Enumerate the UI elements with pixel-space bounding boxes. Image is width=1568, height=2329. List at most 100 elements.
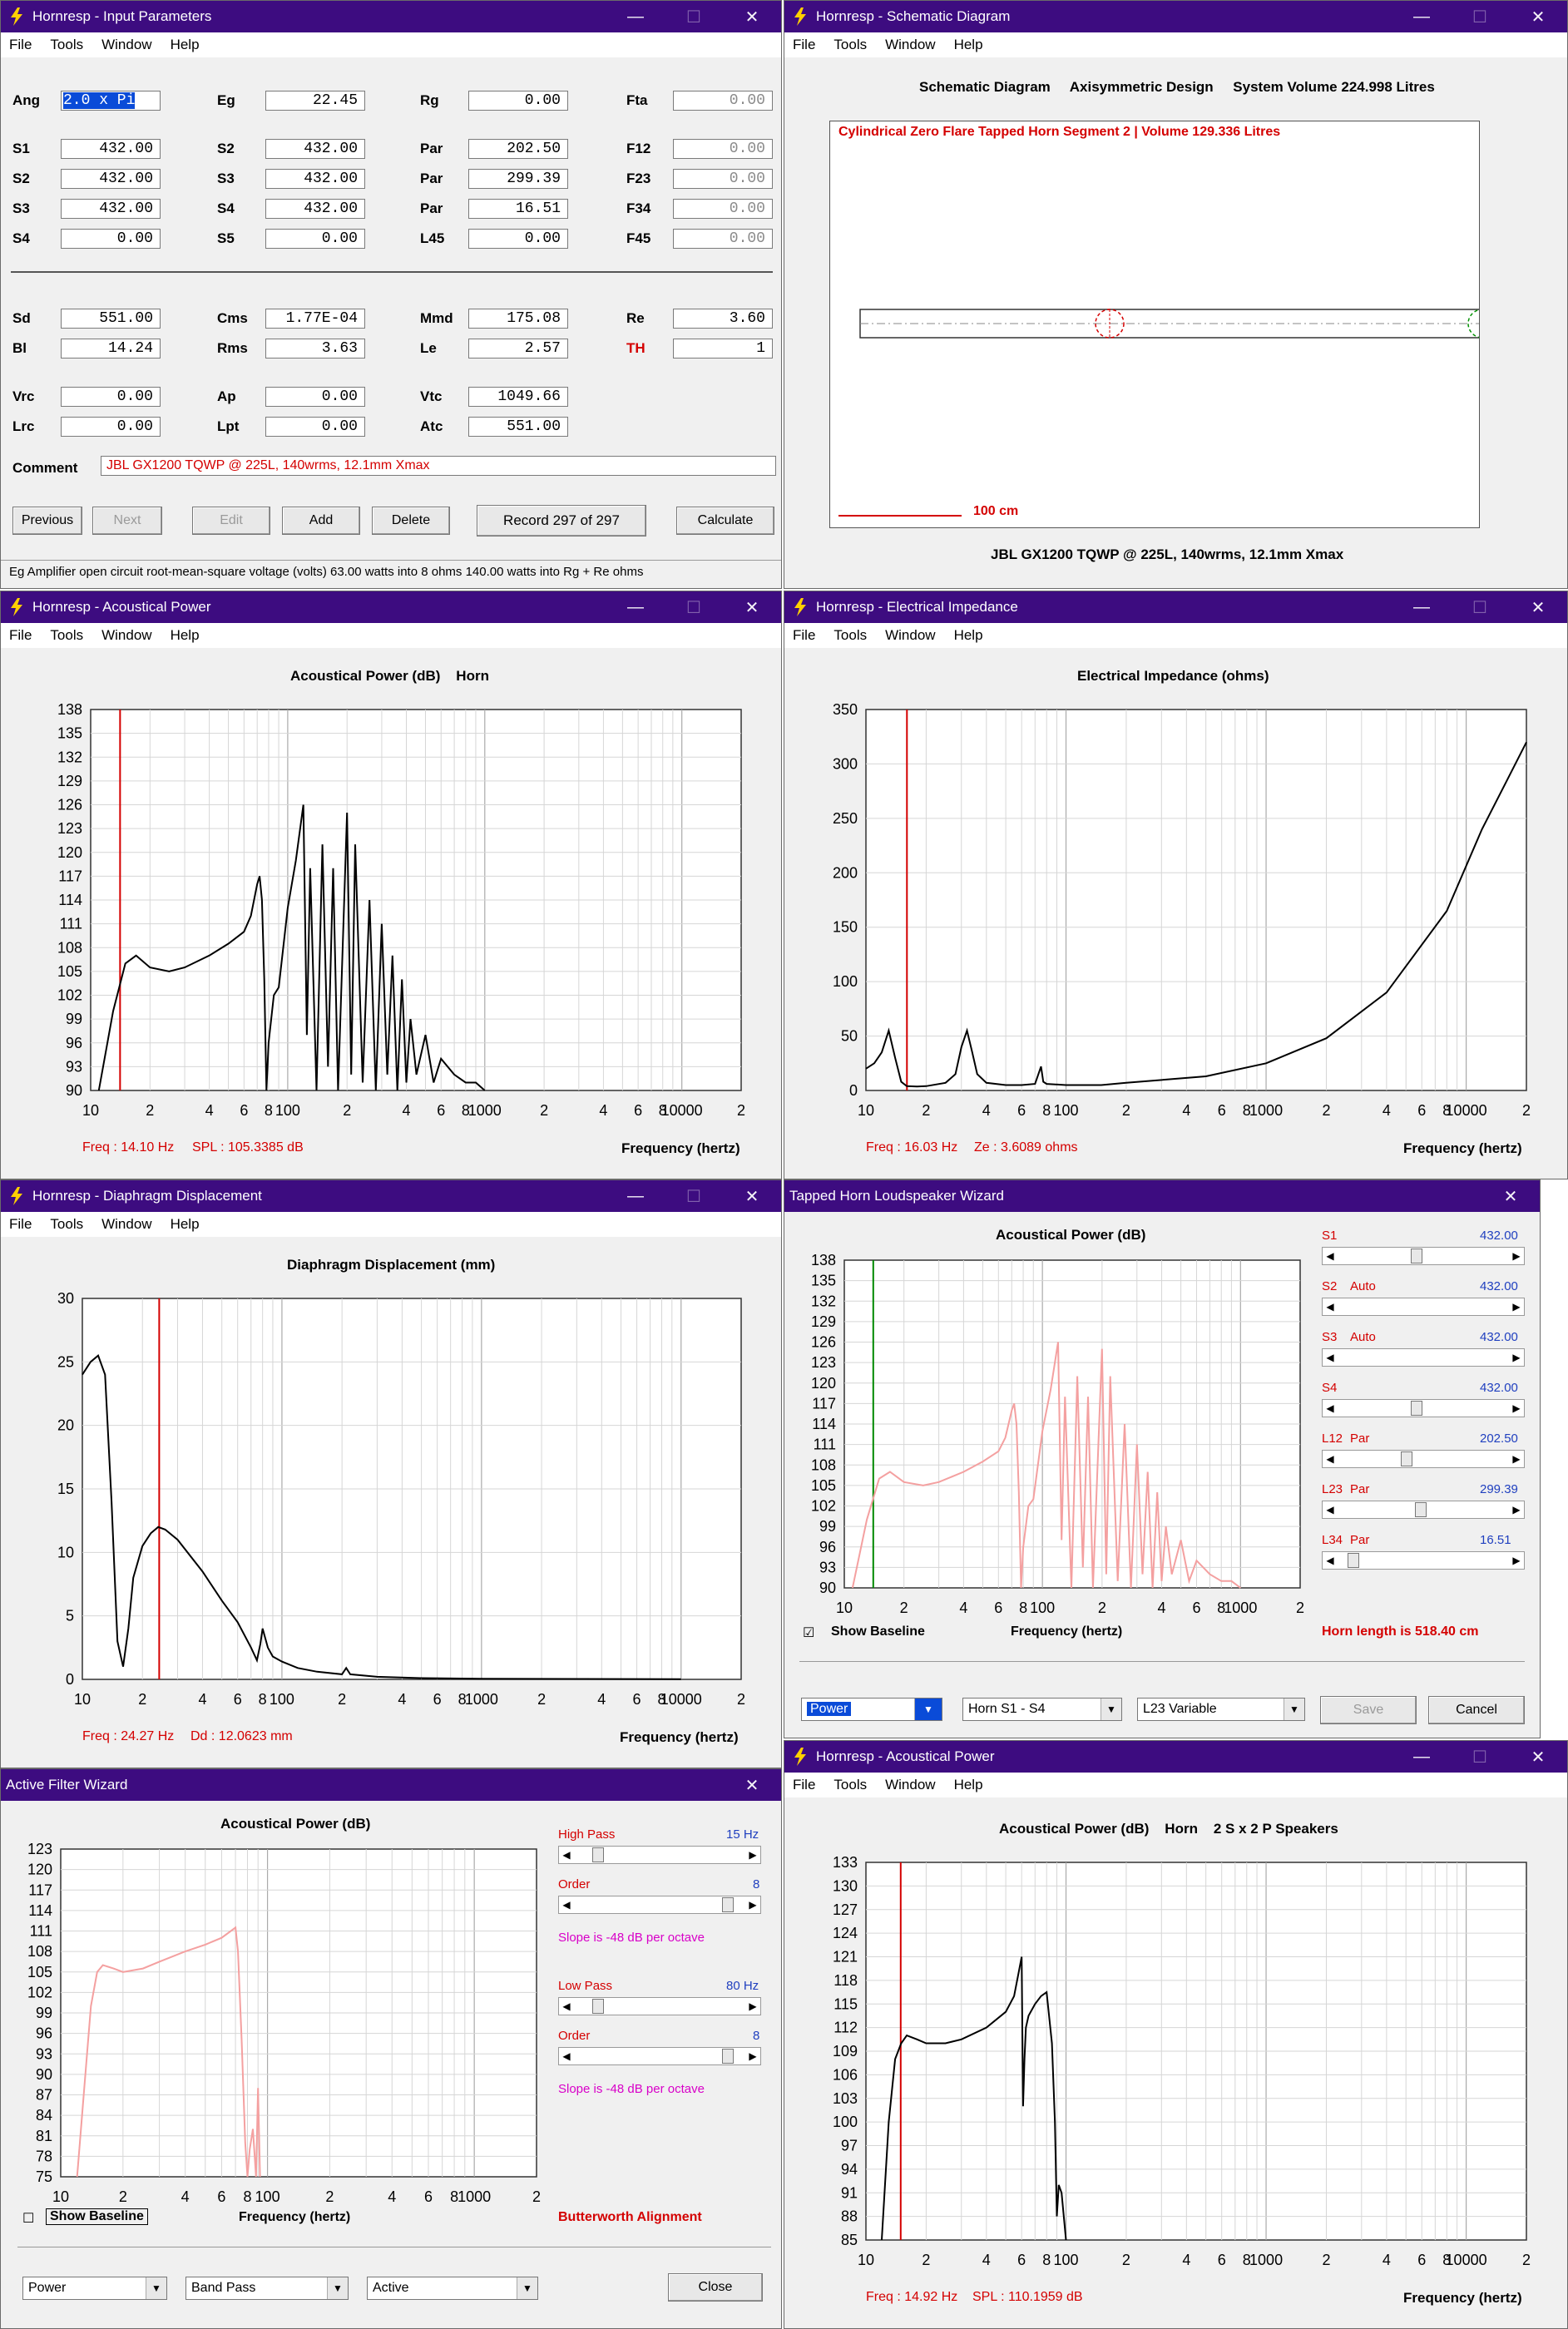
menu-help[interactable]: Help [170,627,200,643]
menu-window[interactable]: Window [885,37,936,52]
order-slider[interactable]: ◀ ▶ [558,2047,761,2065]
output-combo[interactable]: Power ▼ [22,2277,167,2300]
menu-file[interactable]: File [793,627,816,643]
param-field[interactable]: 432.00 [61,199,161,219]
param-field[interactable]: 0.00 [673,139,773,159]
slider-thumb[interactable] [592,1847,604,1862]
show-baseline-checkbox[interactable]: ☐ [22,2212,35,2226]
slider-thumb[interactable] [1347,1553,1359,1568]
parameter-slider[interactable]: ◀ ▶ [1322,1247,1525,1265]
chevron-right-icon[interactable]: ▶ [749,1849,757,1861]
param-field[interactable]: 16.51 [468,199,568,219]
parameter-slider[interactable]: ◀ ▶ [1322,1298,1525,1316]
menu-window[interactable]: Window [885,1777,936,1792]
close-icon[interactable]: ✕ [1531,1748,1546,1767]
param-field[interactable]: 0.00 [673,199,773,219]
menu-window[interactable]: Window [101,1216,152,1232]
chevron-left-icon[interactable]: ◀ [562,2050,571,2062]
show-baseline-checkbox[interactable]: ☑ [803,1626,815,1640]
slider-thumb[interactable] [1410,1401,1422,1416]
param-field[interactable]: 0.00 [673,91,773,111]
menu-tools[interactable]: Tools [833,1777,868,1792]
chevron-right-icon[interactable]: ▶ [749,2000,757,2012]
menu-window[interactable]: Window [101,37,152,52]
parameter-slider[interactable]: ◀ ▶ [1322,1501,1525,1519]
parameter-slider[interactable]: ◀ ▶ [1322,1450,1525,1468]
parameter-slider[interactable]: ◀ ▶ [1322,1348,1525,1367]
param-field[interactable]: 1.77E-04 [265,309,365,329]
chevron-right-icon[interactable]: ▶ [1512,1555,1521,1566]
minimize-icon[interactable]: — [627,7,644,26]
param-field[interactable]: 432.00 [265,139,365,159]
menu-file[interactable]: File [9,37,32,52]
param-field[interactable]: 432.00 [265,199,365,219]
maximize-icon[interactable]: ☐ [1472,598,1487,617]
param-field[interactable]: 0.00 [468,229,568,249]
high-pass-slider[interactable]: ◀ ▶ [558,1846,761,1864]
param-field[interactable]: 299.39 [468,169,568,189]
param-field[interactable]: 432.00 [265,169,365,189]
minimize-icon[interactable]: — [1413,597,1430,616]
param-field[interactable]: 202.50 [468,139,568,159]
slider-thumb[interactable] [722,2049,734,2064]
edit-button[interactable]: Edit [192,507,270,535]
minimize-icon[interactable]: — [627,597,644,616]
calculate-button[interactable]: Calculate [676,507,774,535]
menu-help[interactable]: Help [953,37,983,52]
chevron-left-icon[interactable]: ◀ [562,1849,571,1861]
slider-thumb[interactable] [1401,1451,1413,1466]
horn-segment-combo[interactable]: Horn S1 - S4 ▼ [962,1698,1122,1721]
comment-field[interactable]: JBL GX1200 TQWP @ 225L, 140wrms, 12.1mm … [101,456,776,476]
chevron-left-icon[interactable]: ◀ [562,2000,571,2012]
menu-tools[interactable]: Tools [50,1216,84,1232]
slider-thumb[interactable] [592,1999,604,2014]
maximize-icon[interactable]: ☐ [1472,1748,1487,1767]
menu-file[interactable]: File [793,37,816,52]
chevron-right-icon[interactable]: ▶ [1512,1504,1521,1516]
close-icon[interactable]: ✕ [744,1187,759,1206]
chevron-left-icon[interactable]: ◀ [1326,1250,1334,1262]
close-icon[interactable]: ✕ [744,7,759,27]
param-field[interactable]: 0.00 [61,417,161,437]
slider-thumb[interactable] [1415,1502,1427,1517]
close-icon[interactable]: ✕ [1531,7,1546,27]
maximize-icon[interactable]: ☐ [686,1187,701,1206]
filter-type-combo[interactable]: Band Pass ▼ [185,2277,349,2300]
param-field[interactable]: 0.00 [61,387,161,407]
param-field[interactable]: 0.00 [673,169,773,189]
chevron-left-icon[interactable]: ◀ [1326,1453,1334,1465]
variable-combo[interactable]: L23 Variable ▼ [1137,1698,1305,1721]
chevron-right-icon[interactable]: ▶ [1512,1402,1521,1414]
param-field[interactable]: 0.00 [265,387,365,407]
param-field[interactable]: 551.00 [468,417,568,437]
menu-window[interactable]: Window [101,627,152,643]
add-button[interactable]: Add [282,507,360,535]
parameter-slider[interactable]: ◀ ▶ [1322,1399,1525,1417]
active-filter-chart[interactable]: 1231201171141111081051029996939087848178… [1,1769,550,2235]
chevron-right-icon[interactable]: ▶ [1512,1453,1521,1465]
menu-file[interactable]: File [793,1777,816,1792]
param-field[interactable]: 2.0 x Pi [61,91,161,111]
tapped-horn-chart[interactable]: 1381351321291261231201171141111081051029… [784,1180,1317,1646]
chevron-left-icon[interactable]: ◀ [1326,1555,1334,1566]
param-field[interactable]: 175.08 [468,309,568,329]
param-field[interactable]: 0.00 [61,229,161,249]
chevron-right-icon[interactable]: ▶ [1512,1352,1521,1363]
save-button[interactable]: Save [1320,1696,1417,1724]
chevron-left-icon[interactable]: ◀ [1326,1402,1334,1414]
parameter-slider[interactable]: ◀ ▶ [1322,1551,1525,1570]
chevron-right-icon[interactable]: ▶ [749,1899,757,1911]
param-field[interactable]: 432.00 [61,139,161,159]
menu-window[interactable]: Window [885,627,936,643]
menu-help[interactable]: Help [953,1777,983,1792]
param-field[interactable]: 1 [673,339,773,358]
close-button[interactable]: Close [668,2273,763,2302]
menu-tools[interactable]: Tools [50,627,84,643]
menu-file[interactable]: File [9,1216,32,1232]
chevron-left-icon[interactable]: ◀ [1326,1352,1334,1363]
close-icon[interactable]: ✕ [744,598,759,617]
param-field[interactable]: 3.63 [265,339,365,358]
order-slider[interactable]: ◀ ▶ [558,1896,761,1914]
minimize-icon[interactable]: — [1413,7,1430,26]
maximize-icon[interactable]: ☐ [686,7,701,27]
